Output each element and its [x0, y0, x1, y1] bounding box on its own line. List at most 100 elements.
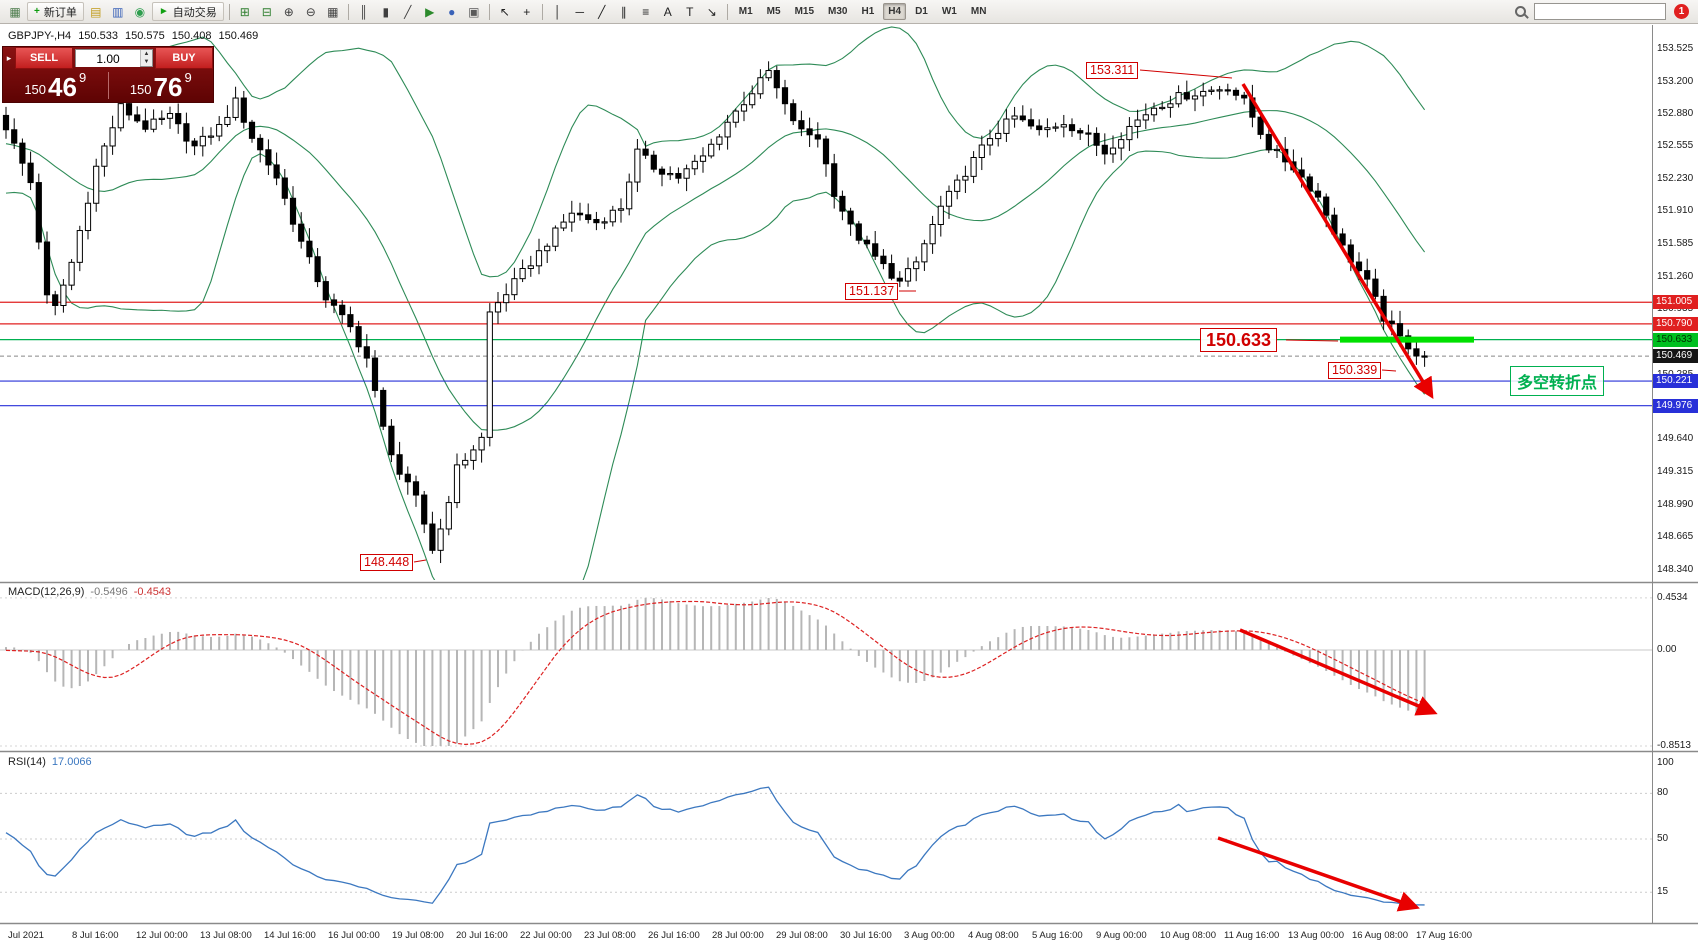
toolbar-separator	[488, 3, 490, 20]
main-chart-plot[interactable]	[0, 24, 1652, 580]
time-axis-label[interactable]: 5 Aug 16:00	[1032, 930, 1083, 941]
time-axis-label[interactable]: 22 Jul 00:00	[520, 930, 572, 941]
time-axis-label[interactable]: 17 Aug 16:00	[1416, 930, 1472, 941]
timeframe-m30[interactable]: M30	[828, 6, 848, 17]
zoom-out-icon[interactable]: ⊖	[305, 4, 316, 19]
time-axis-label[interactable]: 10 Aug 08:00	[1160, 930, 1216, 941]
arrows-icon[interactable]: ↘	[706, 4, 717, 19]
zoom-in-icon[interactable]: ⊕	[283, 4, 294, 19]
market-watch-icon[interactable]: ▤	[90, 4, 102, 19]
objects-list-icon[interactable]: ⊟	[261, 4, 272, 19]
time-axis-label[interactable]: 30 Jul 16:00	[840, 930, 892, 941]
macd-panel-plot[interactable]	[0, 582, 1652, 750]
time-axis-label[interactable]: 29 Jul 08:00	[776, 930, 828, 941]
time-axis-label[interactable]: Jul 2021	[8, 930, 44, 941]
widget-collapse-icon[interactable]: ▸	[6, 52, 12, 63]
time-axis-label[interactable]: 13 Jul 08:00	[200, 930, 252, 941]
price-axis-label: 149.640	[1657, 433, 1694, 445]
timeframe-w1[interactable]: W1	[941, 6, 957, 17]
price-axis-label: 151.260	[1657, 270, 1694, 282]
time-axis-label[interactable]: 4 Aug 08:00	[968, 930, 1019, 941]
time-axis-label[interactable]: 3 Aug 00:00	[904, 930, 955, 941]
timeframe-h1[interactable]: H1	[861, 6, 875, 17]
cursor-icon[interactable]: ↖	[499, 4, 510, 19]
timeframe-m15[interactable]: M15	[794, 6, 815, 17]
sell-price-big-figure: 150	[24, 82, 47, 97]
price-axis-label: 148.340	[1657, 564, 1694, 576]
macd-signal-value: -0.4543	[133, 586, 172, 598]
time-axis-label[interactable]: 20 Jul 16:00	[456, 930, 508, 941]
autotrade-button[interactable]: ► 自动交易	[151, 2, 224, 21]
text-icon[interactable]: A	[663, 4, 672, 19]
time-axis-label[interactable]: 8 Jul 16:00	[72, 930, 119, 941]
time-axis-label[interactable]: 23 Jul 08:00	[584, 930, 636, 941]
turning-point-label[interactable]: 多空转折点	[1510, 366, 1605, 396]
bar-chart-icon[interactable]: ║	[359, 4, 368, 19]
timeframe-m5[interactable]: M5	[766, 6, 781, 17]
price-axis-tag: 150.469	[1653, 349, 1698, 364]
auto-scroll-icon[interactable]: ▶	[425, 4, 435, 19]
sell-button[interactable]: SELL	[15, 47, 73, 69]
rsi-indicator-label: RSI(14) 17.0066	[8, 756, 92, 768]
new-order-button[interactable]: + 新订单	[27, 2, 84, 21]
time-axis-label[interactable]: 11 Aug 16:00	[1224, 930, 1280, 941]
price-axis-label: 148.665	[1657, 531, 1694, 543]
tile-windows-icon[interactable]: ▦	[327, 4, 339, 19]
price-callout-label[interactable]: 148.448	[360, 554, 414, 571]
price-axis-label: 152.880	[1657, 107, 1694, 119]
timeframe-h4[interactable]: H4	[883, 3, 907, 20]
time-axis-label[interactable]: 16 Aug 08:00	[1352, 930, 1408, 941]
notification-badge[interactable]: 1	[1674, 4, 1689, 19]
time-axis-label[interactable]: 16 Jul 00:00	[328, 930, 380, 941]
toolbar-right-group: 1	[1515, 3, 1693, 20]
open-value: 150.533	[78, 30, 118, 42]
crosshair-icon[interactable]: +	[523, 4, 531, 19]
volume-increase-icon[interactable]: ▲	[141, 50, 152, 58]
price-callout-label[interactable]: 153.311	[1086, 62, 1139, 79]
price-callout-label[interactable]: 150.633	[1200, 328, 1278, 352]
navigator-icon[interactable]: ◉	[134, 4, 146, 19]
indicators-add-icon[interactable]: ⊞	[239, 4, 250, 19]
buy-price-display[interactable]: 150 76 9	[109, 69, 214, 102]
price-callout-label[interactable]: 150.339	[1328, 362, 1382, 379]
buy-button[interactable]: BUY	[155, 47, 213, 69]
chart-window-icon[interactable]: ▦	[9, 4, 21, 19]
chart-shift-icon[interactable]: ●	[448, 4, 456, 19]
time-axis-label[interactable]: 14 Jul 16:00	[264, 930, 316, 941]
time-axis-label[interactable]: 26 Jul 16:00	[648, 930, 700, 941]
time-axis-label[interactable]: 9 Aug 00:00	[1096, 930, 1147, 941]
volume-decrease-icon[interactable]: ▼	[141, 58, 152, 66]
toolbar-separator	[541, 3, 543, 20]
price-callout-label[interactable]: 151.137	[845, 283, 899, 300]
trendline-icon[interactable]: ╱	[598, 4, 606, 19]
price-axis-label: 152.230	[1657, 173, 1694, 185]
candlestick-chart-icon[interactable]: ▮	[382, 4, 390, 19]
line-chart-icon[interactable]: ╱	[404, 4, 412, 19]
rsi-panel-plot[interactable]	[0, 752, 1652, 922]
chart-ohlc-header: GBPJPY-,H4 150.533 150.575 150.408 150.4…	[8, 30, 258, 42]
horizontal-line-icon[interactable]: ─	[575, 4, 584, 19]
rsi-axis-label: 100	[1657, 757, 1674, 768]
time-axis-label[interactable]: 12 Jul 00:00	[136, 930, 188, 941]
vertical-line-icon[interactable]: │	[554, 4, 562, 19]
buy-price-big-figure: 150	[129, 82, 152, 97]
timeframe-m1[interactable]: M1	[738, 6, 753, 17]
sell-price-display[interactable]: 150 46 9	[3, 69, 108, 102]
equidistant-channel-icon[interactable]: ∥	[620, 4, 627, 19]
label-icon[interactable]: T	[686, 4, 694, 19]
volume-input[interactable]	[76, 51, 140, 67]
sell-price-pips: 46	[48, 72, 77, 102]
snapshot-icon[interactable]: ▣	[468, 4, 480, 19]
macd-name: MACD(12,26,9)	[8, 586, 85, 598]
timeframe-d1[interactable]: D1	[915, 6, 928, 17]
time-axis-label[interactable]: 28 Jul 00:00	[712, 930, 764, 941]
price-axis-label: 151.585	[1657, 237, 1694, 249]
time-axis-label[interactable]: 19 Jul 08:00	[392, 930, 444, 941]
search-input[interactable]	[1534, 3, 1666, 20]
fibonacci-icon[interactable]: ≡	[642, 4, 650, 19]
data-window-icon[interactable]: ▥	[112, 4, 124, 19]
time-axis-label[interactable]: 13 Aug 00:00	[1288, 930, 1344, 941]
macd-main-value: -0.5496	[90, 586, 128, 598]
timeframe-mn[interactable]: MN	[970, 6, 987, 17]
